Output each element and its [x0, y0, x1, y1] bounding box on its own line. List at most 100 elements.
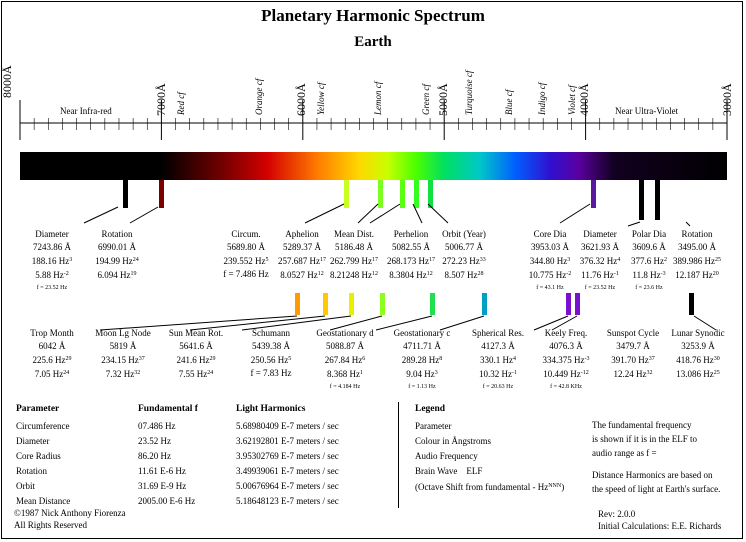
angstrom-label-8000: 8000Å [0, 65, 14, 98]
angstrom-value: 5289.37 Å [283, 242, 321, 252]
marker-bar [295, 293, 300, 315]
connector-line [304, 203, 345, 224]
harmonic-name: Sunspot Cycle [606, 328, 660, 338]
octave-exponent: -12 [580, 370, 589, 376]
marker-bar [575, 293, 580, 315]
angstrom-value: 5186.48 Å [335, 242, 373, 252]
connector-line [99, 315, 298, 331]
copyright: ©1987 Nick Anthony Fiorenza All Rights R… [14, 507, 126, 531]
octave-exponent: 17 [320, 257, 326, 263]
audio-frequency: 391.70 Hz [611, 355, 649, 365]
note-distance-2: the speed of light at Earth's surface. [592, 484, 721, 494]
audio-frequency: 330.1 Hz [480, 355, 513, 365]
legend-notes: The fundamental frequency is shown if it… [592, 418, 720, 496]
upper-block: Polar Dia 3609.6 Å 377.6 Hz2 11.8 Hz-3 f = 2… [604, 228, 694, 292]
audio-frequency: 188.16 Hz [31, 256, 70, 266]
color-label-orange: Orange cf [254, 78, 264, 115]
connector-line [439, 315, 485, 331]
brainwave-frequency: 12.187 Hz [675, 270, 713, 280]
near-ultraviolet-label: Near Ultra-Violet [615, 106, 679, 116]
marker-bar [344, 180, 349, 208]
harmonic-name: Moon Lg Node [95, 328, 151, 338]
octave-exponent: 12 [426, 271, 433, 277]
octave-exponent: 19 [130, 271, 137, 277]
connector-line [627, 221, 641, 227]
table-harmonic: 5.68980409 E-7 meters / sec [236, 421, 339, 431]
color-label-red: Red cf [176, 92, 186, 115]
note-distance-1: Distance Harmonics are based on [592, 470, 713, 480]
brainwave-frequency: 8.368 Hz [327, 369, 360, 379]
legend-title: Legend [415, 404, 446, 414]
brainwave-frequency: 11.8 Hz [632, 270, 661, 280]
upper-block: Mean Dist. 5186.48 Å 262.799 Hz17 8.21248 H… [309, 228, 399, 282]
brainwave-frequency: 10.449 Hz [543, 369, 581, 379]
fundamental-note: f = 20.63 Hz [482, 384, 514, 390]
lower-block: Lunar Synodic 3253.9 Å 418.76 Hz30 13.086 H… [653, 327, 743, 381]
harmonic-name: Mean Dist. [334, 229, 374, 239]
octave-exponent: 6 [362, 356, 366, 362]
fundamental-note: f = 23.52 Hz [584, 285, 616, 291]
octave-exponent: 4 [617, 257, 621, 263]
scale-ticks [19, 100, 728, 140]
angstrom-value: 4127.3 Å [481, 341, 515, 351]
lower-block: Trop Month 6042 Å 225.6 Hz29 7.05 Hz24 [7, 327, 97, 381]
audio-frequency: 225.6 Hz [32, 355, 66, 365]
angstrom-value: 3253.9 Å [681, 341, 715, 351]
audio-frequency: 234.15 Hz [101, 355, 139, 365]
harmonics-column: Light Harmonics 5.68980409 E-7 meters / … [236, 402, 339, 509]
near-infrared-label: Near Infra-red [60, 106, 112, 116]
upper-block: Rotation 6990.01 Å 194.99 Hz24 6.094 Hz19 [72, 228, 162, 282]
audio-frequency: 389.986 Hz [673, 256, 715, 266]
octave-exponent: -2 [63, 271, 69, 277]
brainwave-frequency: 8.21248 Hz [330, 270, 372, 280]
brainwave-frequency: 7.05 Hz [34, 369, 64, 379]
fundamental-note: f = 43.1 Hz [536, 285, 564, 291]
connector-lines [83, 203, 717, 331]
marker-bar [414, 180, 419, 208]
lower-block: Geostationary d 5088.87 Å 267.84 Hz6 8.368 … [300, 327, 390, 391]
harmonic-name: Orbit (Year) [442, 229, 486, 239]
fundamental-note: f = 23.52 Hz [36, 285, 68, 291]
upper-block: Diameter 7243.86 Å 188.16 Hz3 5.88 Hz-2 f = … [7, 228, 97, 292]
angstrom-value: 5082.55 Å [392, 242, 430, 252]
lower-block: Geostationary c 4711.71 Å 289.28 Hz8 9.04 H… [377, 327, 467, 391]
brainwave-frequency: 10.775 Hz [528, 270, 567, 280]
connector-line [412, 203, 423, 224]
octave-exponent: -3 [660, 271, 666, 277]
octave-exponent: -2 [566, 271, 572, 277]
marker-bar [159, 180, 164, 208]
connector-line [685, 221, 691, 227]
harmonic-name: Polar Dia [631, 229, 667, 239]
marker-bar [323, 293, 328, 315]
note-fundamental-3: audio range as f = [592, 448, 657, 458]
fundamental-note: f = 23.6 Hz [635, 285, 663, 291]
harmonic-name: Geostationary c [393, 328, 451, 338]
marker-bar [639, 180, 644, 220]
octave-exponent: 5 [265, 257, 269, 263]
color-label-indigo: Indigo cf [537, 82, 547, 115]
audio-frequency: 250.56 Hz [250, 355, 289, 365]
marker-bar [566, 293, 571, 315]
fundamental-column: Fundamental f 07.486 Hz 23.52 Hz 86.20 Hz 1… [138, 402, 198, 509]
legend-item-colour: Colour in Ångstroms [415, 436, 492, 446]
marker-bar [378, 180, 383, 208]
angstrom-value: 5819 Å [109, 341, 137, 351]
octave-exponent: 5 [288, 356, 292, 362]
octave-exponent: -3 [584, 356, 590, 362]
parameter-table: Parameter Circumference Diameter Core Radi… [16, 402, 70, 509]
color-label-blue: Blue cf [504, 89, 514, 115]
fundamental-note: f = 4.184 Hz [329, 384, 361, 390]
angstrom-value: 3609.6 Å [632, 242, 666, 252]
octave-exponent: 37 [648, 356, 655, 362]
octave-exponent: 32 [134, 370, 141, 376]
table-parameter: Circumference [16, 421, 70, 431]
legend-item-parameter: Parameter [415, 421, 452, 431]
angstrom-value: 3621.93 Å [581, 242, 619, 252]
upper-block: Orbit (Year) 5006.77 Å 272.23 Hz33 8.507 Hz… [419, 228, 509, 282]
connector-line [559, 203, 591, 224]
table-parameter: Orbit [16, 481, 35, 491]
upper-block: Diameter 3621.93 Å 376.32 Hz4 11.76 Hz-1 f =… [555, 228, 645, 292]
legend: Legend Parameter Colour in Ångstroms Aud… [415, 402, 564, 495]
marker-bar [123, 180, 128, 208]
